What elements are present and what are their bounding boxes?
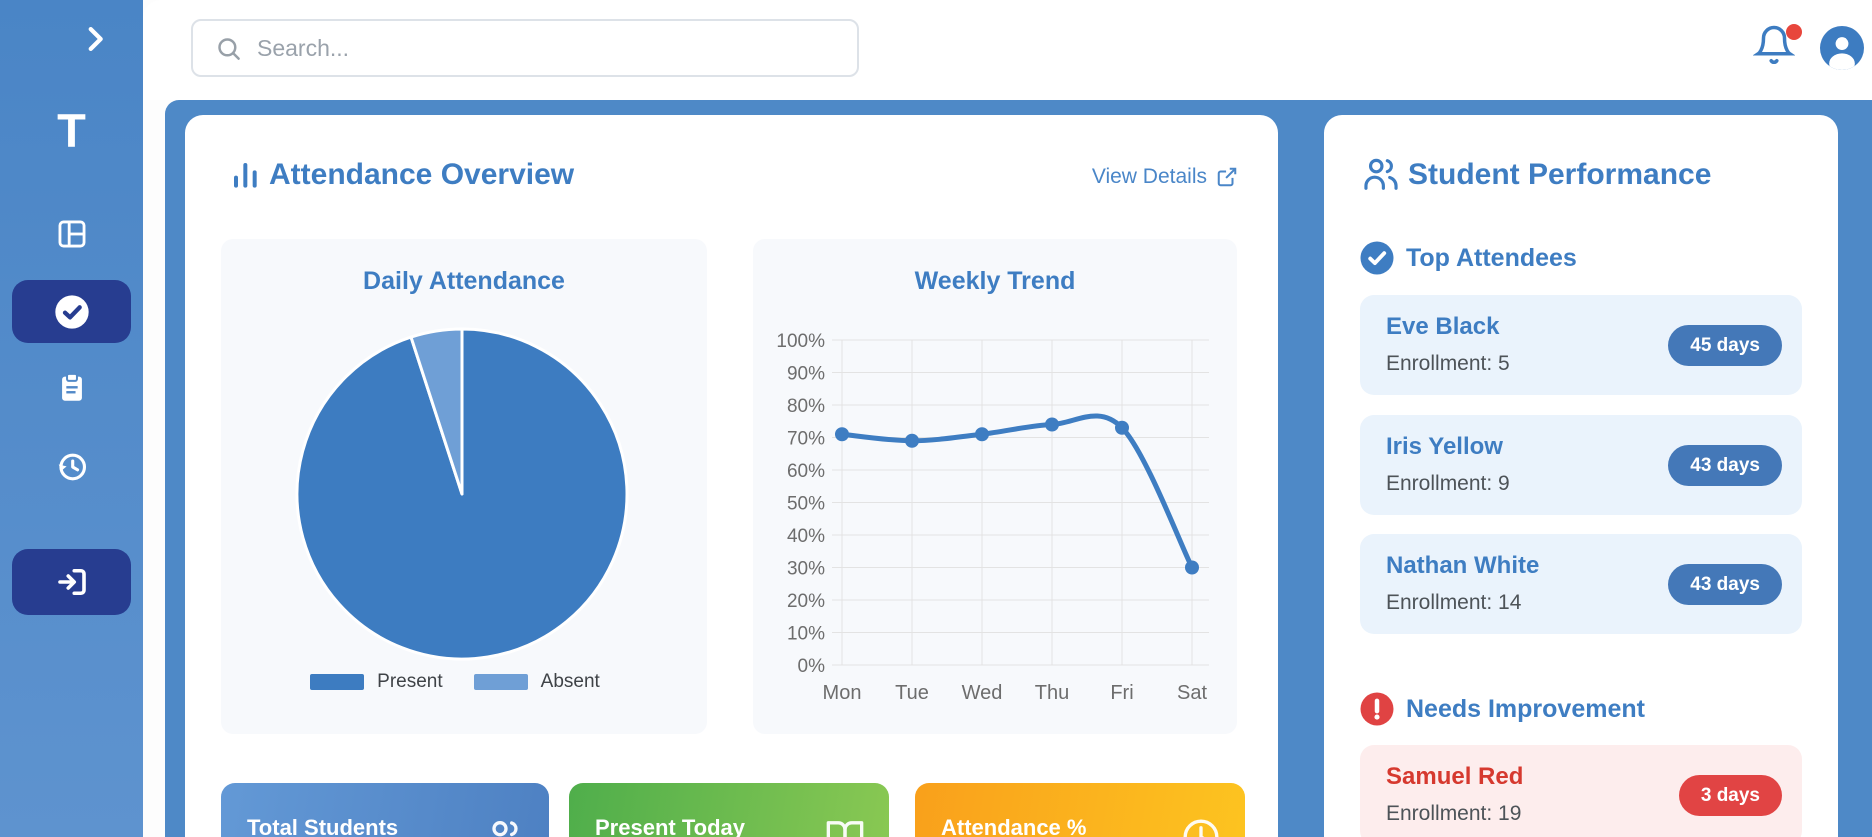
needs-improvement-section-header: Needs Improvement (1359, 691, 1645, 727)
student-name: Iris Yellow (1386, 433, 1503, 460)
legend-label-absent: Absent (540, 671, 600, 692)
pie-legend: Present Absent (221, 671, 707, 693)
svg-text:60%: 60% (787, 461, 825, 482)
stat-label: Total Students (247, 815, 399, 837)
student-performance-title: Student Performance (1408, 158, 1712, 191)
search-input[interactable] (257, 34, 817, 62)
stat-label: Attendance % (941, 815, 1087, 837)
sidebar-expand-button[interactable] (78, 22, 112, 56)
svg-text:Sat: Sat (1177, 682, 1207, 704)
svg-text:Thu: Thu (1035, 682, 1069, 704)
notifications-button[interactable] (1752, 24, 1802, 72)
student-name: Eve Black (1386, 313, 1500, 340)
logout-icon (57, 568, 86, 596)
svg-text:80%: 80% (787, 396, 825, 417)
alert-circle-icon (1360, 692, 1394, 726)
view-details-label: View Details (1091, 165, 1207, 188)
svg-text:Fri: Fri (1110, 682, 1133, 704)
weekly-trend-line-chart: 0% 10% 20% 30% 40% 50% 60% 70% 80% 90% 100% Mon Tue W… (776, 331, 1209, 704)
svg-text:0%: 0% (798, 656, 826, 677)
search-box (191, 19, 859, 77)
topbar (143, 0, 1872, 100)
attendance-overview-title: Attendance Overview (269, 158, 575, 191)
days-badge: 45 days (1668, 325, 1782, 366)
svg-text:90%: 90% (787, 364, 825, 385)
svg-text:70%: 70% (787, 429, 825, 450)
view-details-link[interactable]: View Details (1092, 165, 1238, 189)
bell-icon (1752, 25, 1796, 64)
legend-swatch-absent (473, 674, 528, 690)
weekly-trend-chart-box: 0% 10% 20% 30% 40% 50% 60% 70% 80% 90% 100% Mon Tue W… (753, 239, 1237, 734)
needs-improvement-title: Needs Improvement (1406, 694, 1645, 723)
notification-badge-dot (1786, 24, 1802, 40)
student-enrollment: Enrollment: 9 (1386, 472, 1510, 495)
legend-swatch-present (310, 674, 365, 690)
svg-text:50%: 50% (787, 494, 825, 515)
sidebar-item-reports[interactable] (55, 371, 89, 405)
svg-text:100%: 100% (776, 331, 825, 352)
stat-card-total-students: Total Students (221, 783, 549, 837)
student-performance-card: Student Performance Top Attendees Eve Bl… (1324, 115, 1838, 837)
user-avatar-icon (1820, 26, 1864, 70)
stat-card-attendance-percent: Attendance % (915, 783, 1245, 837)
days-badge: 43 days (1668, 445, 1782, 486)
svg-text:Mon: Mon (823, 682, 862, 704)
student-row-eve-black[interactable]: Eve Black Enrollment: 5 45 days (1360, 295, 1802, 395)
student-enrollment: Enrollment: 14 (1386, 591, 1522, 614)
book-open-icon (826, 821, 864, 837)
daily-attendance-title: Daily Attendance (363, 267, 565, 295)
days-badge: 3 days (1678, 775, 1782, 816)
bar-chart-icon (234, 163, 257, 188)
history-icon (58, 453, 87, 481)
stat-label: Present Today (595, 815, 745, 837)
legend-label-present: Present (377, 671, 443, 692)
svg-text:Tue: Tue (895, 682, 929, 704)
student-enrollment: Enrollment: 5 (1386, 352, 1510, 375)
svg-text:Wed: Wed (962, 682, 1003, 704)
student-row-samuel-red[interactable]: Samuel Red Enrollment: 19 3 days (1360, 745, 1802, 837)
student-row-iris-yellow[interactable]: Iris Yellow Enrollment: 9 43 days (1360, 415, 1802, 515)
student-name: Nathan White (1386, 552, 1540, 579)
sidebar-item-attendance-active[interactable] (12, 280, 131, 343)
clock-icon (1183, 819, 1219, 837)
days-badge: 43 days (1668, 564, 1782, 605)
search-icon (218, 37, 240, 60)
sidebar-item-logout[interactable] (12, 549, 131, 615)
layout-grid-icon (58, 220, 86, 248)
weekly-trend-title: Weekly Trend (914, 267, 1076, 295)
student-enrollment: Enrollment: 19 (1386, 802, 1522, 825)
attendance-overview-card: Attendance Overview View Details Daily A… (185, 115, 1278, 837)
svg-text:20%: 20% (787, 591, 825, 612)
top-attendees-title: Top Attendees (1406, 243, 1577, 272)
clipboard-icon (62, 372, 82, 401)
users-icon (492, 821, 518, 837)
sidebar: T (0, 0, 143, 837)
sidebar-item-history[interactable] (55, 450, 89, 484)
svg-text:10%: 10% (787, 624, 825, 645)
sidebar-item-dashboard[interactable] (55, 217, 89, 251)
stat-card-present-today: Present Today (569, 783, 889, 837)
svg-text:30%: 30% (787, 559, 825, 580)
app-logo: T (57, 104, 86, 157)
student-row-nathan-white[interactable]: Nathan White Enrollment: 14 43 days (1360, 534, 1802, 634)
daily-attendance-chart-box: Daily Attendance Present Absent (221, 239, 707, 734)
external-link-icon (1217, 167, 1237, 187)
svg-text:40%: 40% (787, 526, 825, 547)
daily-attendance-pie-chart (295, 327, 629, 661)
chevron-right-icon (88, 26, 103, 52)
student-name: Samuel Red (1386, 763, 1524, 790)
top-attendees-section-header: Top Attendees (1359, 240, 1577, 276)
users-icon (1364, 158, 1398, 190)
user-avatar[interactable] (1820, 26, 1864, 70)
check-circle-icon (54, 294, 89, 329)
check-circle-icon (1360, 241, 1394, 275)
